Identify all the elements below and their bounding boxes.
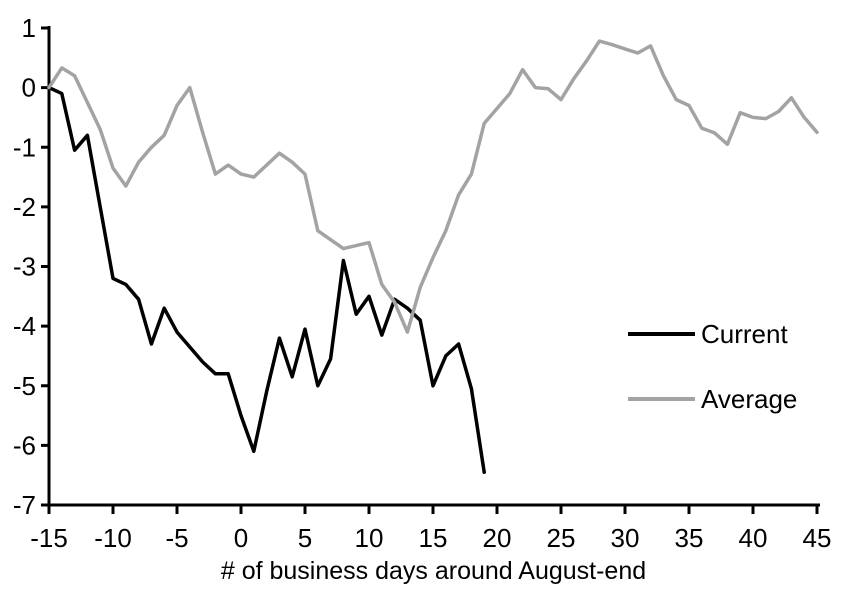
y-tick-label: -7 — [13, 490, 36, 520]
series-line-current — [47, 85, 486, 474]
legend-label-average: Average — [701, 384, 798, 414]
y-tick-label: 1 — [22, 13, 36, 43]
y-tick-label: -1 — [13, 132, 36, 162]
x-tick-label: 20 — [483, 523, 512, 553]
x-tick-label: -15 — [30, 523, 68, 553]
legend-item-current: Current — [628, 318, 788, 350]
x-tick-label: 15 — [419, 523, 448, 553]
x-tick-label: 30 — [611, 523, 640, 553]
x-tick-label: 35 — [675, 523, 704, 553]
x-tick-label: 0 — [234, 523, 248, 553]
x-tick-label: 40 — [739, 523, 768, 553]
average-line-swatch — [628, 397, 695, 401]
y-tick-label: -6 — [13, 430, 36, 460]
legend-label-current: Current — [701, 319, 788, 349]
series-line-average — [47, 39, 819, 334]
x-axis-title: # of business days around August-end — [220, 557, 647, 585]
y-tick-label: -4 — [13, 311, 36, 341]
y-tick-label: -2 — [13, 192, 36, 222]
y-tick-label: -3 — [13, 252, 36, 282]
legend-item-average: Average — [628, 383, 797, 415]
x-tick-label: 25 — [547, 523, 576, 553]
x-tick-label: 45 — [803, 523, 832, 553]
y-tick-label: -5 — [13, 371, 36, 401]
current-line-swatch — [628, 332, 695, 336]
y-tick-label: 0 — [22, 73, 36, 103]
x-tick-label: -5 — [165, 523, 188, 553]
x-tick-label: 10 — [355, 523, 384, 553]
x-tick-label: -10 — [94, 523, 132, 553]
x-tick-label: 5 — [298, 523, 312, 553]
